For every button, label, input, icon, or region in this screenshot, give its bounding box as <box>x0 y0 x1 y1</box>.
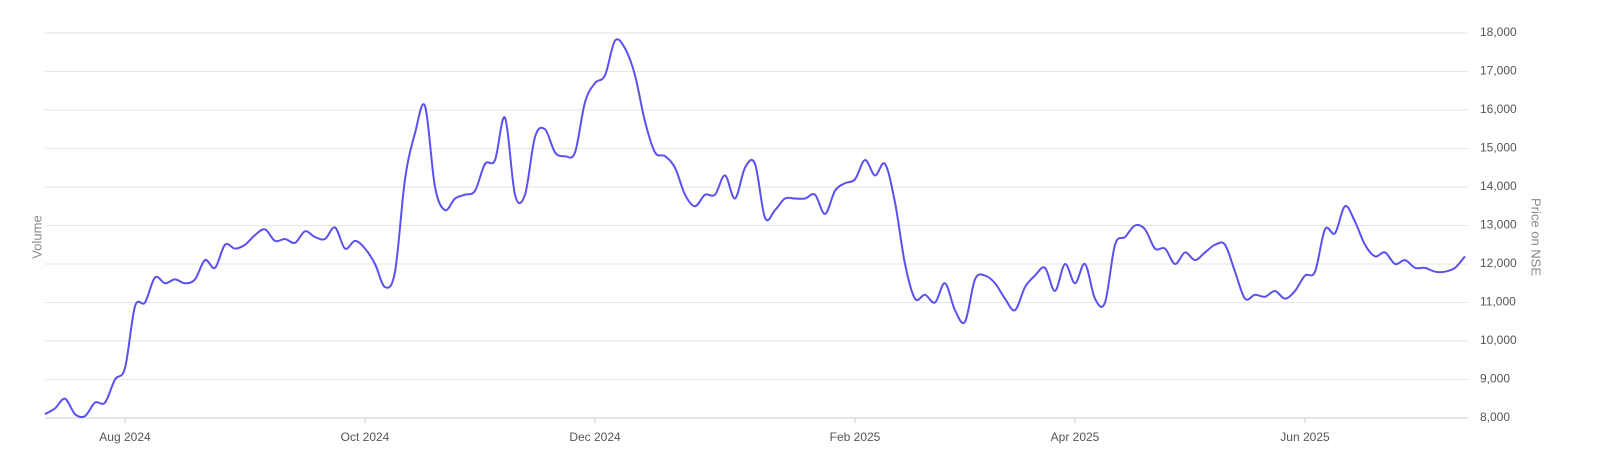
y-tick-label: 10,000 <box>1480 333 1517 347</box>
x-tick-label: Apr 2025 <box>1051 430 1100 444</box>
y-tick-label: 13,000 <box>1480 218 1517 232</box>
price-line <box>44 38 1466 419</box>
x-tick-label: Feb 2025 <box>830 430 881 444</box>
y-tick-label: 17,000 <box>1480 64 1517 78</box>
x-tick-label: Oct 2024 <box>341 430 390 444</box>
y-tick-label: 18,000 <box>1480 25 1517 39</box>
y-tick-label: 16,000 <box>1480 102 1517 116</box>
x-tick-label: Jun 2025 <box>1280 430 1330 444</box>
y-tick-label: 9,000 <box>1480 372 1510 386</box>
x-tick-label: Dec 2024 <box>569 430 621 444</box>
y-tick-label: 15,000 <box>1480 141 1517 155</box>
y-tick-label: 11,000 <box>1480 295 1516 309</box>
x-tick-label: Aug 2024 <box>99 430 151 444</box>
y-axis-title: Volume <box>29 215 44 258</box>
y-tick-label: 14,000 <box>1480 179 1517 193</box>
y2-axis-title: Price on NSE <box>1529 198 1544 276</box>
y-tick-label: 12,000 <box>1480 256 1517 270</box>
y-tick-label: 8,000 <box>1480 410 1510 424</box>
